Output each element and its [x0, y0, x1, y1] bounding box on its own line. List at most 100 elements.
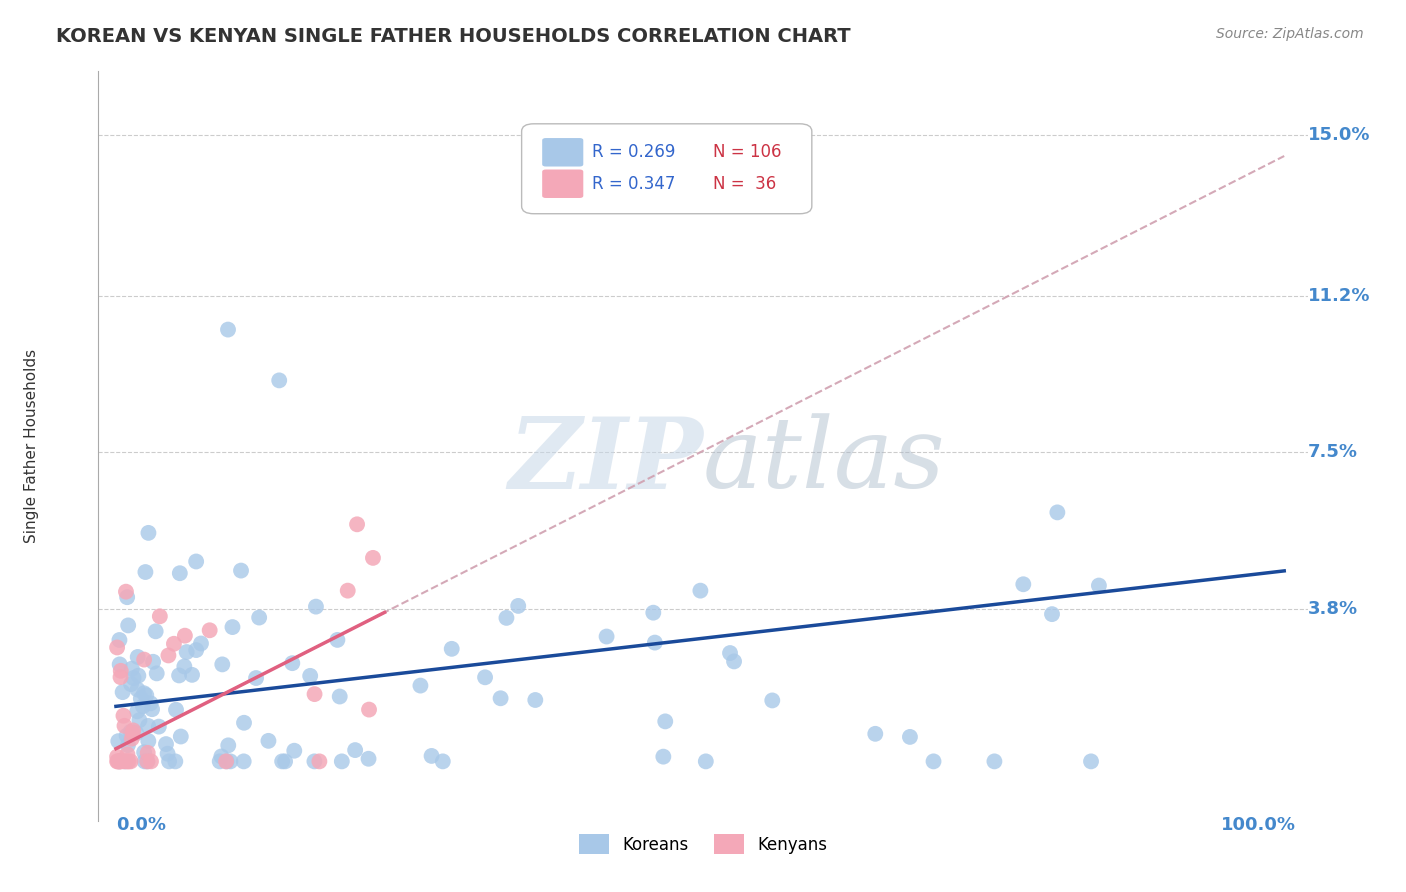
- Text: ZIP: ZIP: [508, 413, 703, 509]
- Point: [221, 620, 243, 634]
- FancyBboxPatch shape: [522, 124, 811, 214]
- Legend: Koreans, Kenyans: Koreans, Kenyans: [572, 828, 834, 861]
- Point: [120, 724, 142, 739]
- Point: [105, 755, 128, 769]
- Point: [215, 755, 238, 769]
- Point: [308, 755, 330, 769]
- Point: [139, 755, 162, 769]
- Point: [232, 755, 254, 769]
- Point: [181, 668, 204, 682]
- Point: [134, 652, 156, 666]
- Point: [125, 726, 148, 740]
- Point: [167, 668, 190, 682]
- Point: [107, 755, 129, 769]
- Point: [156, 747, 179, 761]
- Point: [274, 755, 297, 769]
- Text: 100.0%: 100.0%: [1220, 816, 1296, 834]
- Point: [112, 755, 135, 769]
- Text: 3.8%: 3.8%: [1308, 600, 1358, 618]
- Text: 15.0%: 15.0%: [1308, 126, 1369, 144]
- Point: [346, 517, 368, 532]
- Point: [121, 731, 143, 746]
- Point: [281, 656, 304, 670]
- Point: [163, 637, 186, 651]
- Point: [983, 755, 1005, 769]
- Point: [217, 322, 239, 336]
- Point: [108, 755, 131, 769]
- Point: [134, 565, 156, 579]
- Point: [145, 666, 167, 681]
- Point: [269, 373, 291, 387]
- Point: [761, 693, 783, 707]
- Point: [409, 679, 432, 693]
- Point: [305, 599, 328, 614]
- Point: [132, 686, 155, 700]
- Point: [283, 744, 305, 758]
- FancyBboxPatch shape: [543, 138, 583, 167]
- Text: R = 0.347: R = 0.347: [592, 175, 675, 193]
- Point: [329, 690, 352, 704]
- Point: [1046, 505, 1069, 519]
- Point: [121, 726, 143, 740]
- Point: [134, 745, 156, 759]
- Point: [155, 737, 177, 751]
- Point: [176, 645, 198, 659]
- Point: [157, 755, 180, 769]
- Point: [595, 630, 617, 644]
- Point: [1080, 755, 1102, 769]
- Point: [136, 746, 159, 760]
- Point: [229, 564, 252, 578]
- Point: [718, 646, 741, 660]
- Point: [344, 743, 367, 757]
- Point: [440, 641, 463, 656]
- Point: [217, 739, 239, 753]
- Point: [108, 755, 131, 769]
- Point: [211, 657, 233, 672]
- Point: [336, 583, 359, 598]
- Point: [120, 755, 142, 769]
- Point: [695, 755, 717, 769]
- Point: [508, 599, 530, 613]
- Point: [215, 755, 238, 769]
- Point: [198, 624, 221, 638]
- Point: [127, 668, 149, 682]
- Point: [357, 703, 380, 717]
- Point: [474, 670, 496, 684]
- Point: [145, 624, 167, 639]
- Point: [495, 611, 517, 625]
- Point: [1012, 577, 1035, 591]
- Point: [170, 730, 193, 744]
- Point: [110, 755, 132, 769]
- Point: [723, 654, 745, 668]
- Point: [115, 729, 138, 743]
- Point: [138, 525, 160, 540]
- Point: [121, 662, 143, 676]
- Point: [209, 749, 232, 764]
- Point: [117, 738, 139, 752]
- Point: [108, 755, 131, 769]
- FancyBboxPatch shape: [543, 169, 583, 198]
- Point: [524, 693, 547, 707]
- Point: [643, 606, 665, 620]
- Point: [330, 755, 353, 769]
- Point: [169, 566, 191, 581]
- Point: [122, 671, 145, 685]
- Point: [114, 755, 136, 769]
- Text: atlas: atlas: [703, 413, 946, 508]
- Point: [922, 755, 945, 769]
- Point: [142, 655, 165, 669]
- Point: [136, 719, 159, 733]
- Point: [208, 755, 231, 769]
- Point: [165, 703, 187, 717]
- Text: Single Father Households: Single Father Households: [24, 349, 39, 543]
- Text: 0.0%: 0.0%: [115, 816, 166, 834]
- Point: [111, 685, 134, 699]
- Point: [245, 671, 267, 685]
- Point: [1040, 607, 1063, 621]
- Point: [120, 677, 142, 691]
- Point: [136, 755, 159, 769]
- Text: N =  36: N = 36: [713, 175, 776, 193]
- Point: [105, 749, 128, 764]
- Point: [357, 752, 380, 766]
- Point: [271, 755, 294, 769]
